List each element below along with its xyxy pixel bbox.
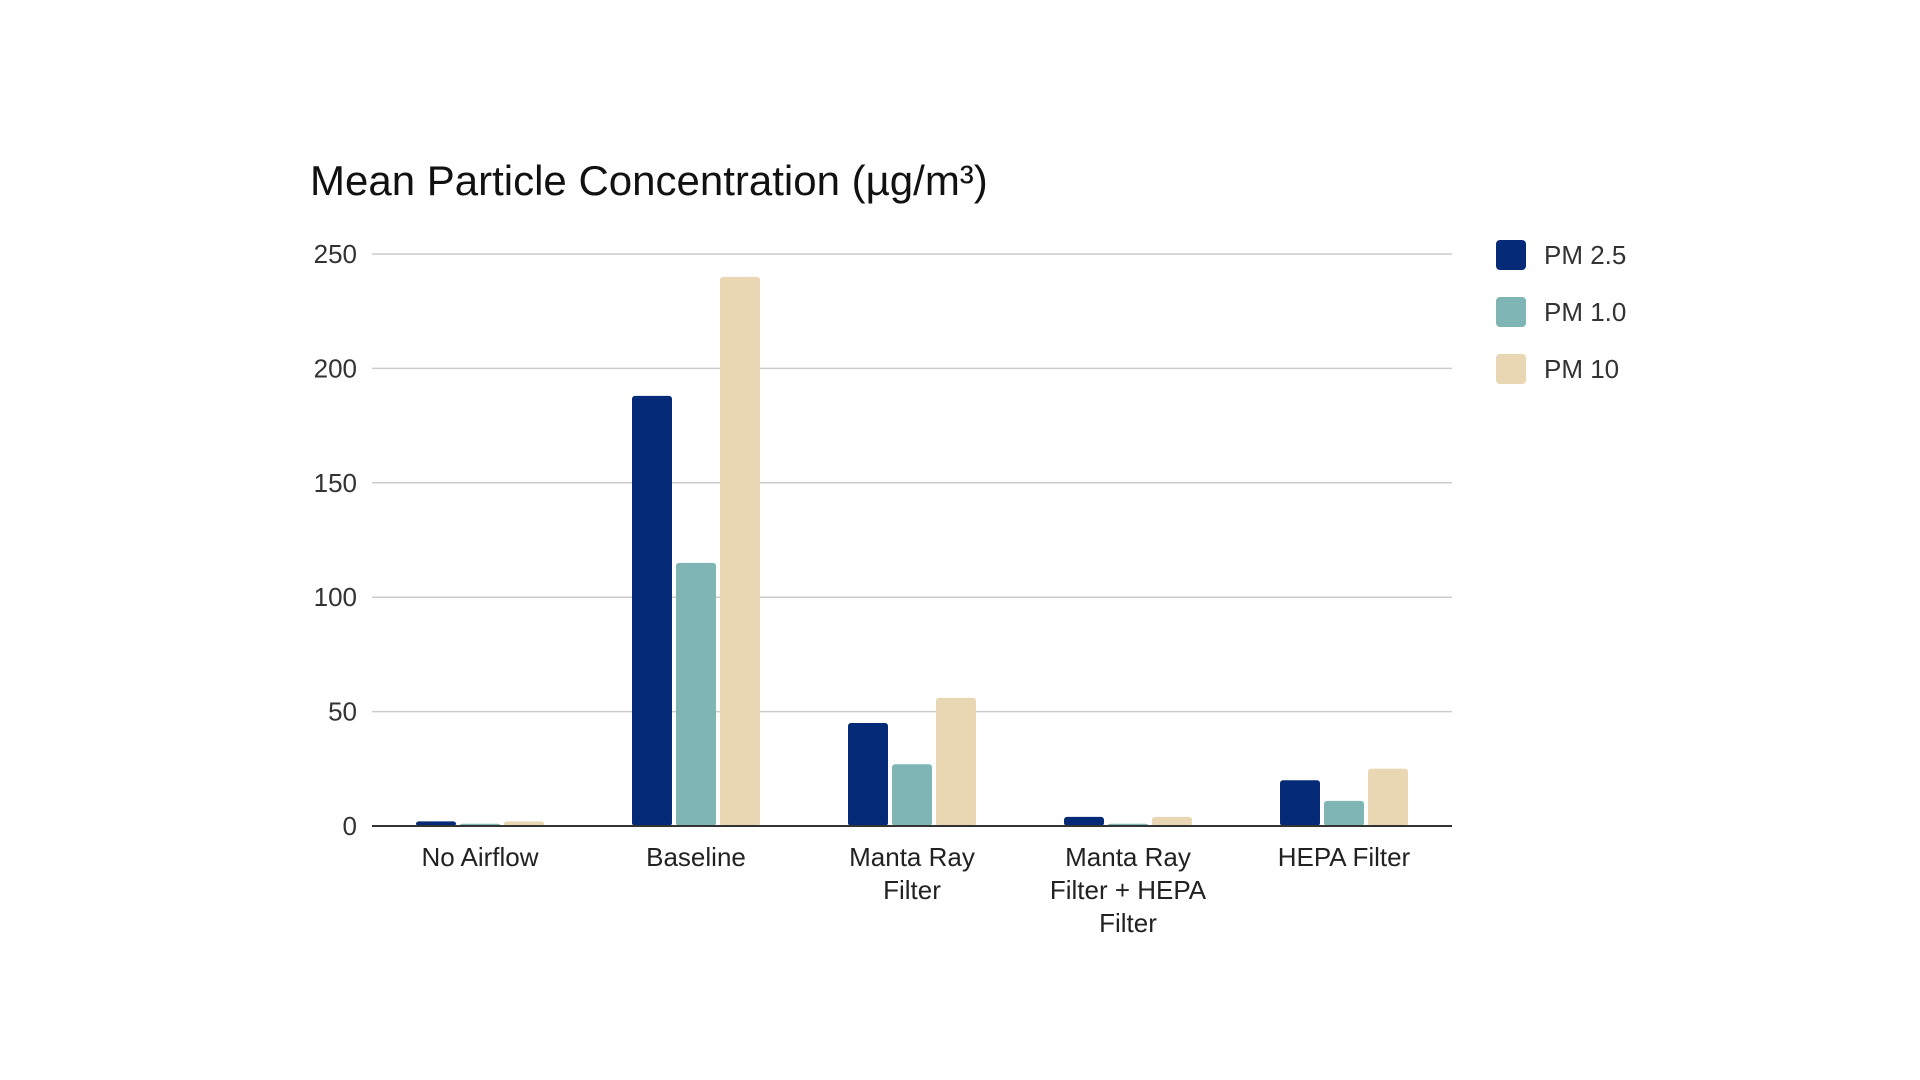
y-tick-label: 200	[314, 353, 357, 383]
x-tick-label: HEPA Filter	[1278, 842, 1411, 872]
bar	[1368, 768, 1408, 826]
y-tick-label: 0	[343, 811, 357, 841]
legend-swatch	[1496, 297, 1526, 327]
x-tick-label: Filter	[1099, 908, 1157, 938]
chart-title: Mean Particle Concentration (µg/m³)	[310, 157, 988, 204]
gridlines	[372, 253, 1452, 713]
y-tick-label: 50	[328, 697, 357, 727]
bar	[936, 697, 976, 826]
legend-swatch	[1496, 240, 1526, 270]
x-tick-label: Manta Ray	[849, 842, 975, 872]
x-tick-label: Baseline	[646, 842, 746, 872]
bar	[720, 276, 760, 826]
y-tick-label: 250	[314, 239, 357, 269]
legend-swatch	[1496, 354, 1526, 384]
x-tick-label: Manta Ray	[1065, 842, 1191, 872]
x-tick-label: No Airflow	[421, 842, 538, 872]
y-tick-label: 100	[314, 582, 357, 612]
bar	[416, 821, 456, 826]
legend-label: PM 2.5	[1544, 240, 1626, 270]
bar	[1064, 816, 1104, 826]
bar	[848, 723, 888, 826]
y-axis-ticks: 0 50 100 150 200 250	[314, 239, 357, 841]
bar	[676, 562, 716, 826]
bar	[1280, 780, 1320, 826]
bar	[892, 764, 932, 826]
x-tick-label: Filter	[883, 875, 941, 905]
bar	[504, 821, 544, 826]
y-tick-label: 150	[314, 468, 357, 498]
bar	[632, 395, 672, 826]
legend: PM 2.5 PM 1.0 PM 10	[1496, 240, 1626, 384]
legend-label: PM 10	[1544, 354, 1619, 384]
bar	[1152, 816, 1192, 826]
bars	[416, 276, 1408, 826]
legend-label: PM 1.0	[1544, 297, 1626, 327]
bar	[1324, 800, 1364, 826]
x-tick-label: Filter + HEPA	[1050, 875, 1207, 905]
